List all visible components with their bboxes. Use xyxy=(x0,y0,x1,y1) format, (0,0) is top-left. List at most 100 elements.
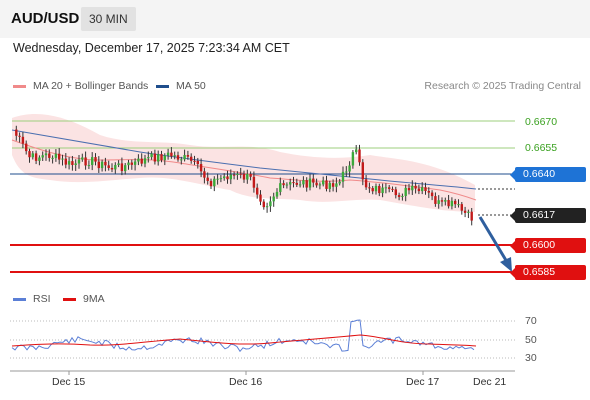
candle-body xyxy=(275,191,279,197)
candle-body xyxy=(394,189,397,196)
rsi-axis-50: 50 xyxy=(525,334,537,346)
candle-body xyxy=(104,161,107,166)
pivot-tag: 0.6640 xyxy=(510,167,586,182)
candle-body xyxy=(384,187,388,189)
pivot-value: 0.6640 xyxy=(523,168,556,180)
candle-body xyxy=(467,211,470,213)
candle-body xyxy=(460,204,463,211)
candle-body xyxy=(124,165,127,172)
candle-body xyxy=(374,185,378,192)
candle-body xyxy=(298,184,302,186)
candle-body xyxy=(74,163,77,166)
candle-body xyxy=(421,187,424,192)
candle-body xyxy=(150,153,153,158)
candle-body xyxy=(64,158,67,165)
candle-body xyxy=(44,153,48,156)
candle-body xyxy=(388,187,391,189)
candle-body xyxy=(236,173,239,176)
candle-body xyxy=(18,135,21,137)
candle-body xyxy=(107,165,110,168)
candle-body xyxy=(176,155,180,160)
candle-body xyxy=(295,182,298,185)
ma50-swatch xyxy=(156,84,169,88)
candle-body xyxy=(183,155,186,160)
candle-body xyxy=(397,195,401,197)
candle-body xyxy=(163,155,166,161)
candle-body xyxy=(430,192,434,197)
x-label-dec16: Dec 16 xyxy=(229,376,263,388)
candle-body xyxy=(328,183,331,189)
candlesticks xyxy=(15,125,473,226)
candle-body xyxy=(77,159,81,164)
candle-body xyxy=(15,129,18,136)
support2-value: 0.6585 xyxy=(523,266,556,278)
candle-body xyxy=(341,171,345,182)
timeframe-button[interactable]: 30 MIN xyxy=(81,7,136,31)
symbol-title: AUD/USD xyxy=(11,10,80,27)
candle-body xyxy=(153,153,157,162)
candle-body xyxy=(31,153,34,158)
candle-body xyxy=(325,180,328,189)
candle-body xyxy=(97,161,100,169)
candle-body xyxy=(94,157,97,162)
candle-body xyxy=(444,200,447,202)
candle-body xyxy=(269,201,272,207)
rsi-ma-line xyxy=(11,334,477,347)
candle-body xyxy=(434,196,437,204)
legend-rsi: RSI xyxy=(13,293,51,305)
research-credit: Research © 2025 Trading Central xyxy=(424,80,581,92)
candle-body xyxy=(256,187,259,195)
candle-body xyxy=(58,153,61,160)
candle-body xyxy=(67,161,71,165)
candle-body xyxy=(427,190,430,193)
candle-body xyxy=(28,151,31,158)
candle-body xyxy=(170,152,173,157)
candle-body xyxy=(401,195,404,197)
candle-body xyxy=(315,182,318,186)
candle-body xyxy=(147,157,150,159)
candle-body xyxy=(180,159,183,161)
candle-body xyxy=(414,185,417,189)
candle-body xyxy=(252,176,256,188)
candle-body xyxy=(262,201,265,208)
candle-body xyxy=(137,158,140,162)
candle-body xyxy=(417,188,421,192)
candle-body xyxy=(133,161,137,165)
candle-body xyxy=(381,187,384,194)
rsi-line xyxy=(11,319,475,353)
candle-body xyxy=(322,180,325,185)
chart-header: AUD/USD 30 MIN xyxy=(0,0,590,38)
candle-body xyxy=(87,164,91,166)
current-price-tag: 0.6617 xyxy=(510,208,586,223)
candle-body xyxy=(216,178,219,180)
candle-body xyxy=(242,173,246,180)
candle-body xyxy=(114,165,117,170)
ma20-swatch xyxy=(13,84,26,88)
ma20-label: MA 20 + Bollinger Bands xyxy=(33,80,149,92)
candle-body xyxy=(282,183,285,186)
candle-body xyxy=(331,183,335,187)
candle-body xyxy=(378,185,381,194)
rsi-axis-30: 30 xyxy=(525,352,537,364)
candle-body xyxy=(411,185,414,191)
candle-body xyxy=(41,155,44,158)
legend-ma20: MA 20 + Bollinger Bands xyxy=(13,80,148,92)
legend-ma50: MA 50 xyxy=(156,80,206,92)
candle-body xyxy=(100,161,104,169)
candle-body xyxy=(292,182,295,184)
candle-body xyxy=(160,154,163,161)
candle-body xyxy=(219,178,223,180)
candle-body xyxy=(229,174,232,180)
candle-body xyxy=(368,187,371,189)
rsi-label: RSI xyxy=(33,293,51,305)
candle-body xyxy=(127,162,130,166)
candle-body xyxy=(364,179,368,188)
candle-body xyxy=(51,157,54,159)
candle-body xyxy=(213,178,216,187)
candle-body xyxy=(21,136,25,144)
candle-body xyxy=(265,206,269,208)
forecast-arrow-line xyxy=(478,216,509,263)
candle-body xyxy=(457,204,460,206)
current-price-value: 0.6617 xyxy=(523,209,556,221)
